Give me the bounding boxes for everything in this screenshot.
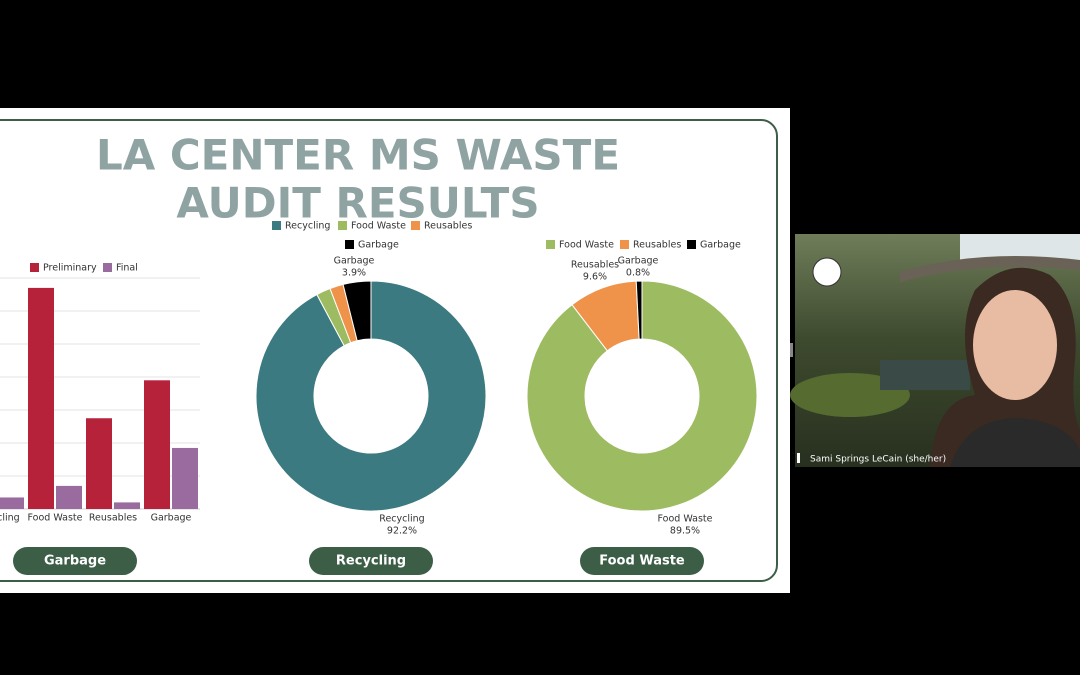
splitter[interactable] — [790, 343, 793, 357]
bridge — [900, 256, 1080, 282]
data-label-name: Food Waste — [658, 514, 713, 525]
bar — [144, 380, 170, 509]
legend-swatch — [345, 240, 354, 249]
x-tick-label: Recycling — [0, 513, 20, 524]
legend-swatch — [272, 221, 281, 230]
legend-swatch — [30, 263, 39, 272]
title: AUDIT RESULTS — [176, 179, 539, 228]
bar — [0, 497, 24, 509]
video-tile: Sami Springs LeCain (she/her) — [790, 234, 1080, 467]
data-label: 0.8% — [626, 268, 650, 279]
legend-label: Food Waste — [351, 221, 406, 232]
x-tick-label: Reusables — [89, 513, 137, 524]
data-label: 92.2% — [387, 526, 417, 537]
bar — [86, 418, 112, 509]
x-tick-label: Food Waste — [28, 513, 83, 524]
data-label-name: Reusables — [571, 260, 619, 271]
data-label: 3.9% — [342, 268, 366, 279]
data-label-name: Recycling — [379, 514, 424, 525]
tab-button[interactable] — [13, 547, 137, 575]
data-label: 89.5% — [670, 526, 700, 537]
bar — [114, 502, 140, 509]
legend-label: Preliminary — [43, 263, 97, 274]
face — [973, 290, 1057, 400]
legend-label: Recycling — [285, 221, 330, 232]
slide-border — [0, 119, 778, 582]
river — [880, 360, 970, 390]
shirt — [950, 418, 1080, 467]
bar — [172, 447, 198, 509]
tab-button-label: Garbage — [44, 554, 106, 569]
legend-label: Final — [116, 263, 138, 274]
legend-swatch — [103, 263, 112, 272]
tab-button-label: Food Waste — [599, 554, 685, 569]
title: LA CENTER MS WASTE — [96, 131, 620, 180]
bar — [56, 485, 82, 509]
donut-segment — [342, 280, 372, 342]
data-label: 9.6% — [583, 272, 607, 283]
legend-label: Garbage — [700, 240, 741, 251]
bar — [28, 287, 54, 509]
x-tick-label: Garbage — [151, 513, 192, 524]
participant-name: Sami Springs LeCain (she/her) — [810, 455, 946, 465]
legend-swatch — [620, 240, 629, 249]
data-label-name: Garbage — [618, 256, 659, 267]
tab-button[interactable] — [580, 547, 704, 575]
legend-label: Reusables — [424, 221, 472, 232]
donut-segment — [526, 280, 758, 512]
legend-swatch — [411, 221, 420, 230]
logo — [812, 257, 842, 287]
legend-label: Food Waste — [559, 240, 614, 251]
legend-swatch — [546, 240, 555, 249]
slide — [0, 108, 790, 593]
data-label-name: Garbage — [334, 256, 375, 267]
donut-segment — [255, 280, 487, 512]
legend-label: Reusables — [633, 240, 681, 251]
legend-swatch — [687, 240, 696, 249]
donut-segment — [635, 280, 643, 340]
tab-button[interactable] — [309, 547, 433, 575]
signal-icon — [797, 453, 800, 463]
legend-swatch — [338, 221, 347, 230]
legend-label: Garbage — [358, 240, 399, 251]
tab-button-label: Recycling — [336, 554, 406, 569]
